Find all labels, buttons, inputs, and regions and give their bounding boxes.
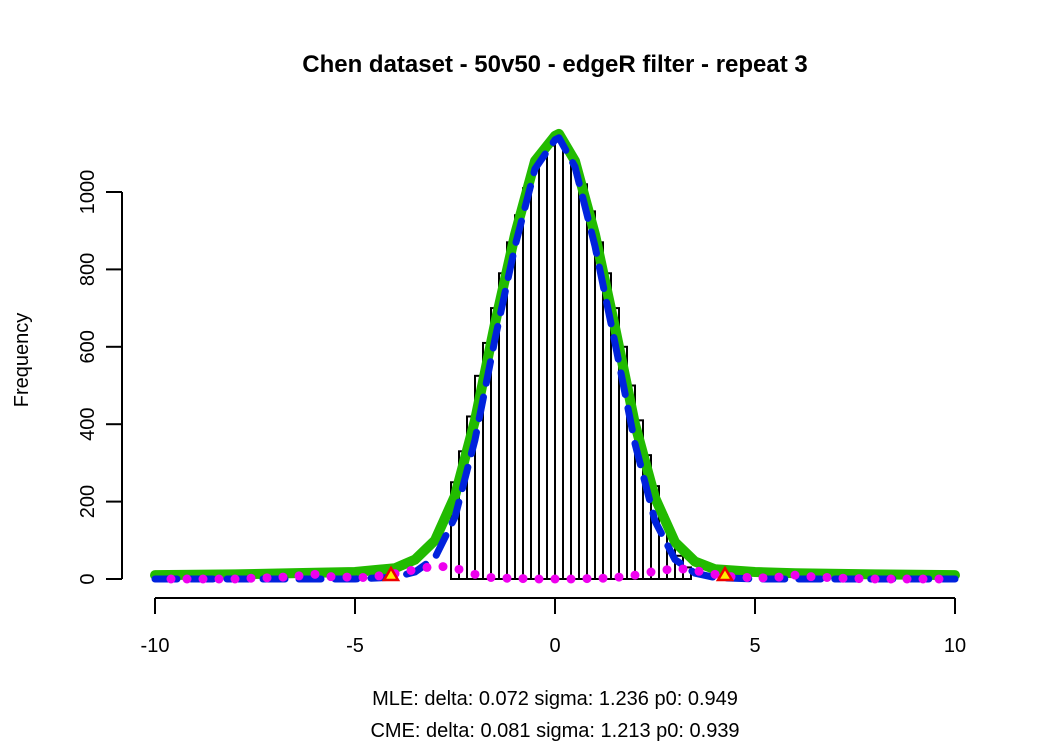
density-point (534, 574, 544, 584)
density-point (790, 570, 800, 580)
x-tick-label: -5 (346, 635, 364, 657)
threshold-marker (715, 565, 735, 582)
y-tick-label: 800 (77, 253, 99, 286)
y-tick-label: 400 (77, 408, 99, 441)
density-point (838, 573, 848, 583)
density-point (822, 572, 832, 582)
subtitle-line-2: CME: delta: 0.081 sigma: 1.213 p0: 0.939 (370, 720, 739, 742)
density-point (678, 564, 688, 574)
density-point (582, 574, 592, 584)
density-point (278, 572, 288, 582)
x-tick-label: 0 (549, 635, 560, 657)
density-point (182, 574, 192, 584)
density-point (598, 573, 608, 583)
density-point (262, 573, 272, 583)
density-point (646, 567, 656, 577)
markers-layer (381, 565, 735, 582)
histogram-bar (562, 148, 572, 580)
x-tick-label: 10 (944, 635, 966, 657)
density-point (502, 573, 512, 583)
histogram-bar (538, 150, 548, 581)
x-tick-label: -10 (141, 635, 170, 657)
density-point (230, 574, 240, 584)
density-point (550, 574, 560, 584)
histogram-bar (586, 210, 596, 580)
density-point (774, 572, 784, 582)
density-point (470, 569, 480, 579)
density-point (198, 574, 208, 584)
y-tick-label: 600 (77, 330, 99, 363)
density-point (566, 574, 576, 584)
density-point (742, 572, 752, 582)
subtitle-line-1: MLE: delta: 0.072 sigma: 1.236 p0: 0.949 (372, 688, 738, 710)
density-point (662, 565, 672, 575)
density-point (886, 574, 896, 584)
x-tick-label: 5 (749, 635, 760, 657)
density-point (806, 572, 816, 582)
y-axis-label: Frequency (11, 313, 33, 408)
density-point (486, 572, 496, 582)
density-point (438, 562, 448, 572)
x-axis: -10 -5 0 5 10 (141, 597, 966, 657)
density-point (166, 574, 176, 584)
histogram-bar (514, 214, 524, 580)
density-point (358, 572, 368, 582)
y-axis: 0 200 400 600 800 1000 (77, 170, 123, 585)
density-point (902, 574, 912, 584)
density-point (854, 574, 864, 584)
density-point (310, 569, 320, 579)
points-layer (166, 562, 944, 584)
histogram-bar (570, 161, 580, 580)
threshold-marker (381, 565, 401, 582)
histogram-bar (554, 140, 564, 580)
density-point (214, 574, 224, 584)
density-point (422, 562, 432, 572)
density-point (918, 574, 928, 584)
density-point (934, 574, 944, 584)
density-point (406, 565, 416, 575)
histogram-bar (546, 144, 556, 580)
density-point (758, 573, 768, 583)
density-point (710, 569, 720, 579)
density-point (326, 572, 336, 582)
density-point (294, 571, 304, 581)
histogram-bar (530, 163, 540, 580)
density-point (694, 566, 704, 576)
density-point (614, 572, 624, 582)
density-point (870, 574, 880, 584)
histogram-bar (578, 183, 588, 580)
chart-title: Chen dataset - 50v50 - edgeR filter - re… (302, 51, 808, 78)
density-point (630, 570, 640, 580)
density-point (374, 571, 384, 581)
histogram-bar (522, 187, 532, 580)
density-point (518, 574, 528, 584)
y-tick-label: 1000 (77, 170, 99, 215)
y-tick-label: 0 (77, 573, 99, 584)
density-point (246, 573, 256, 583)
density-point (454, 564, 464, 574)
histogram-bar (594, 241, 604, 580)
y-tick-label: 200 (77, 485, 99, 518)
density-point (342, 572, 352, 582)
